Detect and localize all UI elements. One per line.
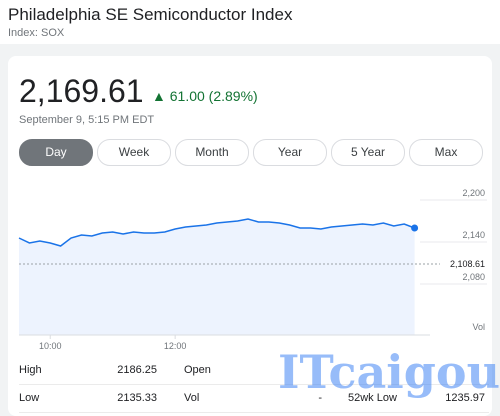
previous-close-label: 2,108.61 xyxy=(450,259,485,269)
line xyxy=(18,218,415,247)
y-tick-label: 2,200 xyxy=(462,188,485,198)
subtitle: Index: SOX xyxy=(8,27,65,39)
divider xyxy=(19,384,489,385)
stat-label: Low xyxy=(19,392,40,404)
stat-label: 52wk Low xyxy=(348,392,397,404)
y-tick-label: 2,140 xyxy=(462,230,485,240)
divider xyxy=(19,412,489,413)
stat-value: 2186.25 xyxy=(117,364,157,376)
header: Philadelphia SE Semiconductor Index Inde… xyxy=(0,0,500,44)
price: 2,169.61 xyxy=(19,73,144,109)
tab[interactable]: Year xyxy=(253,139,327,166)
tab[interactable]: Week xyxy=(97,139,171,166)
stat-label: High xyxy=(19,364,42,376)
stat-label: Vol xyxy=(184,392,200,404)
timestamp: September 9, 5:15 PM EDT xyxy=(19,114,155,126)
tab[interactable]: 5 Year xyxy=(331,139,405,166)
y-tick-label: 2,080 xyxy=(462,272,485,282)
stat-value: 1235.97 xyxy=(445,392,485,404)
tab[interactable]: Day xyxy=(19,139,93,166)
volume-label: Vol xyxy=(472,322,485,332)
title: Philadelphia SE Semiconductor Index xyxy=(8,5,293,24)
last-point xyxy=(411,224,419,232)
area xyxy=(19,218,415,335)
stat-value: - xyxy=(318,392,322,404)
x-tick-label: 10:00 xyxy=(39,341,62,351)
stat-value: 2135.33 xyxy=(117,392,157,404)
tab[interactable]: Max xyxy=(409,139,483,166)
watermark: ITcaigou xyxy=(278,345,500,399)
up-arrow: ▲ xyxy=(152,88,170,104)
stat-label: Open xyxy=(184,364,211,376)
change: ▲ 61.00 (2.89%) xyxy=(152,88,258,104)
tab[interactable]: Month xyxy=(175,139,249,166)
x-tick-label: 12:00 xyxy=(164,341,187,351)
change-value: 61.00 (2.89%) xyxy=(169,88,258,104)
